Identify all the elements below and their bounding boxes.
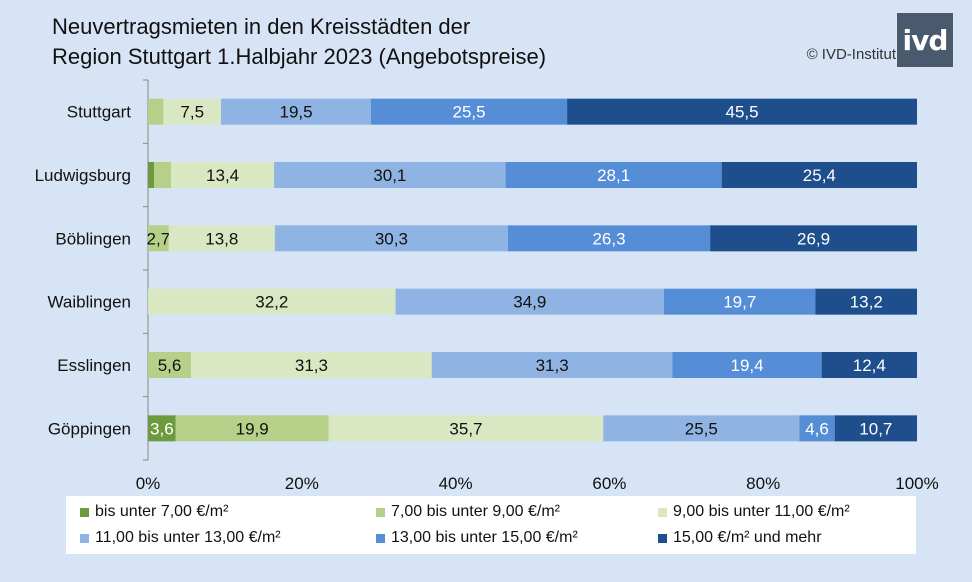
- x-tick-label: 40%: [439, 474, 473, 493]
- legend-swatch: [658, 507, 667, 517]
- bar-segment: [507, 225, 711, 252]
- legend-item: 13,00 bis unter 15,00 €/m²: [376, 529, 578, 547]
- data-label: 10,7: [859, 419, 892, 438]
- bar-segment: [148, 162, 155, 188]
- data-label: 13,8: [205, 229, 238, 248]
- x-tick-label: 0%: [136, 474, 161, 493]
- data-label: 28,1: [597, 166, 630, 185]
- category-label: Waiblingen: [48, 293, 131, 312]
- legend-swatch: [376, 507, 385, 517]
- bar-segment: [148, 288, 396, 315]
- data-label: 45,5: [726, 103, 759, 122]
- ivd-logo: ivd: [896, 12, 954, 68]
- legend-item: 11,00 bis unter 13,00 €/m²: [80, 529, 281, 547]
- data-label: 2,7: [147, 229, 171, 248]
- category-label: Stuttgart: [67, 103, 132, 122]
- data-label: 30,1: [373, 166, 406, 185]
- bar-segment: [663, 288, 816, 315]
- legend-label: bis unter 7,00 €/m²: [95, 503, 229, 520]
- bar-segment: [154, 162, 172, 188]
- data-label: 19,7: [723, 293, 756, 312]
- bar-segment: [721, 162, 917, 188]
- bar-segment: [168, 225, 275, 252]
- bar-segment: [175, 415, 329, 442]
- bar-segment: [221, 98, 372, 125]
- bar-segment: [274, 162, 506, 188]
- category-label: Göppingen: [48, 419, 131, 438]
- bar-segment: [603, 415, 800, 442]
- category-label: Böblingen: [55, 229, 131, 248]
- category-label: Ludwigsburg: [35, 166, 131, 185]
- bar-segment: [163, 98, 222, 125]
- chart-title-line-2: Region Stuttgart 1.Halbjahr 2023 (Angebo…: [52, 44, 547, 69]
- data-label: 25,5: [685, 419, 718, 438]
- bar-segment: [505, 162, 722, 188]
- bar-segment: [672, 352, 822, 378]
- chart-title-line-1: Neuvertragsmieten in den Kreisstädten de…: [52, 14, 471, 39]
- logo-text: ivd: [902, 23, 949, 57]
- data-label: 5,6: [158, 356, 182, 375]
- legend-item: 15,00 €/m² und mehr: [658, 529, 822, 547]
- x-tick-label: 80%: [746, 474, 780, 493]
- data-label: 19,5: [279, 103, 312, 122]
- data-label: 19,4: [731, 356, 764, 375]
- legend-label: 11,00 bis unter 13,00 €/m²: [95, 529, 281, 546]
- bar-segment: [799, 415, 835, 442]
- data-label: 35,7: [449, 419, 482, 438]
- chart-legend: bis unter 7,00 €/m² 7,00 bis unter 9,00 €…: [66, 496, 916, 554]
- data-label: 26,3: [592, 229, 625, 248]
- data-label: 19,9: [236, 419, 269, 438]
- bar-segment: [148, 352, 192, 378]
- bar-segment: [148, 98, 164, 125]
- data-label: 7,5: [180, 103, 204, 122]
- x-tick-label: 100%: [895, 474, 938, 493]
- bar-segment: [274, 225, 508, 252]
- bar-segment: [821, 352, 917, 378]
- legend-swatch: [80, 533, 89, 543]
- data-label: 12,4: [853, 356, 886, 375]
- data-label: 31,3: [536, 356, 569, 375]
- data-label: 25,4: [803, 166, 836, 185]
- data-label: 13,2: [850, 293, 883, 312]
- data-label: 32,2: [255, 293, 288, 312]
- bar-segment: [171, 162, 275, 188]
- data-label: 26,9: [797, 229, 830, 248]
- bar-segment: [148, 225, 169, 252]
- data-label: 30,3: [375, 229, 408, 248]
- legend-swatch: [80, 507, 89, 517]
- legend-label: 9,00 bis unter 11,00 €/m²: [673, 503, 850, 520]
- category-label: Esslingen: [57, 356, 131, 375]
- legend-label: 7,00 bis unter 9,00 €/m²: [391, 503, 560, 520]
- data-label: 4,6: [805, 419, 829, 438]
- bar-segment: [328, 415, 604, 442]
- legend-item: 7,00 bis unter 9,00 €/m²: [376, 503, 560, 521]
- bar-segment: [567, 98, 917, 125]
- bar-segment: [431, 352, 673, 378]
- legend-swatch: [376, 533, 385, 543]
- legend-label: 13,00 bis unter 15,00 €/m²: [391, 529, 578, 546]
- data-label: 13,4: [206, 166, 239, 185]
- data-label: 25,5: [453, 103, 486, 122]
- legend-item: bis unter 7,00 €/m²: [80, 503, 228, 521]
- copyright-text: © IVD-Institut: [806, 46, 896, 63]
- bar-segment: [710, 225, 917, 252]
- legend-label: 15,00 €/m² und mehr: [673, 529, 822, 546]
- data-label: 34,9: [513, 293, 546, 312]
- bar-segment: [371, 98, 568, 125]
- x-tick-label: 60%: [592, 474, 626, 493]
- x-tick-label: 20%: [285, 474, 319, 493]
- data-label: 31,3: [295, 356, 328, 375]
- bar-segment: [395, 288, 664, 315]
- legend-swatch: [658, 533, 667, 543]
- bar-segment: [148, 415, 176, 442]
- bar-segment: [834, 415, 917, 442]
- bar-segment: [191, 352, 432, 378]
- data-label: 3,6: [150, 419, 174, 438]
- bar-segment: [815, 288, 917, 315]
- legend-item: 9,00 bis unter 11,00 €/m²: [658, 503, 850, 521]
